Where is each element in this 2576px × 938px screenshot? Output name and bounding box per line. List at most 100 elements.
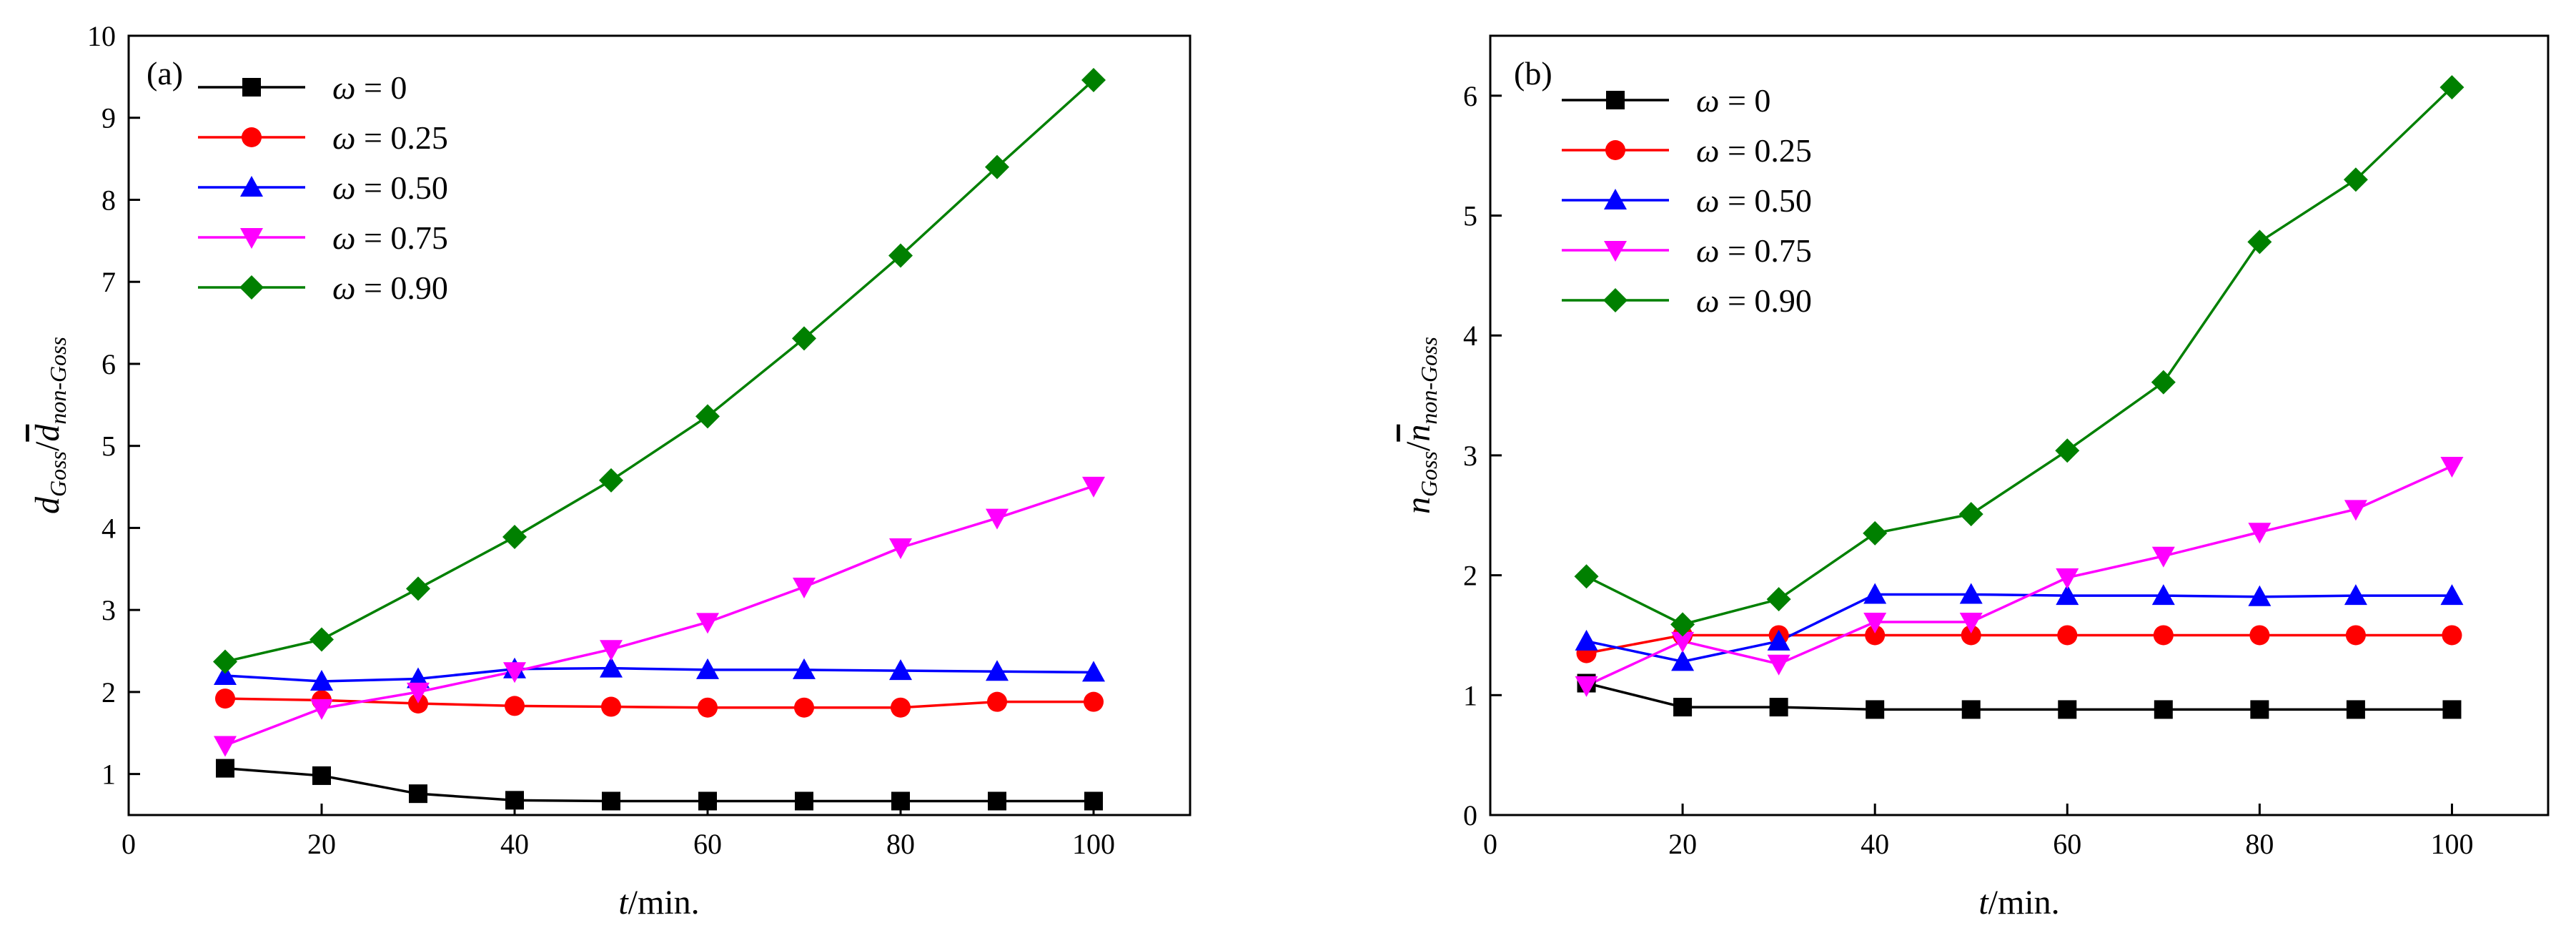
y-axis-title: nGoss/nnon-Goss bbox=[1400, 337, 1442, 514]
data-point bbox=[1769, 698, 1788, 717]
y-tick-label: 6 bbox=[101, 348, 116, 380]
data-point bbox=[1767, 629, 1790, 651]
legend-marker bbox=[240, 228, 263, 249]
data-point bbox=[2343, 167, 2368, 192]
data-point bbox=[986, 508, 1009, 530]
x-tick-label: 20 bbox=[1668, 828, 1697, 860]
legend-marker bbox=[1604, 241, 1627, 262]
data-point bbox=[695, 404, 720, 429]
legend-label: ω = 0.75 bbox=[1696, 232, 1812, 269]
data-point bbox=[1082, 661, 1105, 682]
y-tick-label: 3 bbox=[1463, 440, 1477, 472]
series-line-3 bbox=[224, 485, 1094, 747]
data-point bbox=[216, 759, 234, 778]
legend-label: ω = 0.90 bbox=[1696, 282, 1812, 319]
y-tick-label: 9 bbox=[101, 102, 116, 134]
data-point bbox=[2442, 700, 2462, 719]
data-point bbox=[1767, 654, 1790, 676]
data-point bbox=[2439, 75, 2464, 100]
series-line-2 bbox=[1586, 593, 2452, 663]
data-point bbox=[1082, 476, 1105, 498]
series-line-3 bbox=[1585, 465, 2453, 687]
legend-marker bbox=[1603, 288, 1628, 312]
legend-marker bbox=[239, 275, 264, 300]
legend-marker bbox=[242, 78, 261, 97]
legend: ω = 0 ω = 0.25 ω = 0.50 ω = 0.75 ω = 0.90 bbox=[198, 69, 448, 306]
data-point bbox=[1766, 587, 1791, 612]
chart-panel-b: 0 20 40 60 80 100 0 1 2 3 4 5 6 ω = 0 ω = 0.25 ω = 0.… bbox=[1400, 34, 2550, 922]
series-markers bbox=[1574, 75, 2464, 719]
legend: ω = 0 ω = 0.25 ω = 0.50 ω = 0.75 ω = 0.90 bbox=[1562, 82, 1812, 319]
x-tick-label: 80 bbox=[2245, 828, 2274, 860]
data-point bbox=[214, 663, 237, 685]
x-tick-label: 100 bbox=[2430, 828, 2473, 860]
plot-area-frame bbox=[1489, 34, 2550, 816]
series-line-2 bbox=[224, 666, 1094, 683]
y-axis-ticks: 0 1 2 3 4 5 6 bbox=[1463, 80, 1502, 831]
data-point bbox=[891, 697, 911, 718]
legend-entry: ω = 0.50 bbox=[198, 169, 448, 206]
data-point bbox=[2442, 625, 2462, 646]
legend-label: ω = 0 bbox=[1696, 82, 1770, 119]
y-tick-label: 5 bbox=[101, 430, 116, 463]
data-point bbox=[696, 658, 719, 679]
data-point bbox=[2247, 229, 2272, 255]
y-tick-label: 1 bbox=[1463, 679, 1477, 711]
data-point bbox=[792, 326, 816, 351]
data-point bbox=[1959, 583, 1983, 604]
data-point bbox=[2440, 584, 2464, 606]
data-point bbox=[1865, 625, 1886, 646]
data-point bbox=[310, 669, 333, 691]
data-point bbox=[1961, 700, 1981, 719]
legend-label: ω = 0.50 bbox=[1696, 182, 1812, 219]
y-tick-label: 5 bbox=[1463, 200, 1477, 232]
legend-entry: ω = 0.75 bbox=[1562, 232, 1812, 269]
data-point bbox=[1959, 613, 1983, 634]
data-point bbox=[2440, 457, 2464, 478]
data-point bbox=[793, 658, 816, 679]
data-point bbox=[600, 656, 623, 678]
legend-marker bbox=[1604, 189, 1627, 209]
data-point bbox=[1866, 700, 1885, 719]
legend-entry: ω = 0.90 bbox=[198, 270, 448, 306]
data-point bbox=[503, 662, 526, 683]
y-axis-ticks: 1 2 3 4 5 6 7 8 9 10 bbox=[87, 20, 140, 791]
series-line-0 bbox=[1586, 681, 2452, 711]
data-point bbox=[406, 576, 430, 601]
data-point bbox=[988, 791, 1006, 811]
data-point bbox=[502, 525, 527, 550]
data-point bbox=[888, 243, 913, 268]
plot-area-frame bbox=[127, 34, 1192, 816]
series-line-4 bbox=[224, 79, 1095, 663]
series-line-0 bbox=[224, 766, 1094, 803]
data-point bbox=[986, 660, 1009, 681]
series-lines bbox=[1585, 86, 2453, 711]
x-tick-label: 0 bbox=[122, 828, 136, 860]
data-point bbox=[215, 688, 235, 709]
series-line-4 bbox=[1585, 86, 2453, 626]
legend-entry: ω = 0.25 bbox=[198, 119, 448, 156]
y-tick-label: 4 bbox=[1463, 320, 1477, 352]
series-line-1 bbox=[224, 697, 1094, 709]
y-tick-label: 10 bbox=[87, 20, 116, 52]
data-point bbox=[889, 538, 912, 559]
x-tick-label: 0 bbox=[1483, 828, 1497, 860]
y-tick-label: 7 bbox=[101, 266, 116, 298]
data-point bbox=[698, 791, 717, 811]
series-line-1 bbox=[1586, 633, 2452, 655]
legend-label: ω = 0.50 bbox=[332, 169, 448, 206]
data-point bbox=[602, 791, 620, 811]
data-point bbox=[1670, 612, 1695, 637]
x-tick-label: 60 bbox=[2053, 828, 2081, 860]
data-point bbox=[2346, 700, 2365, 719]
data-point bbox=[2057, 625, 2078, 646]
data-point bbox=[213, 649, 237, 674]
x-tick-label: 100 bbox=[1072, 828, 1115, 860]
data-point bbox=[2344, 584, 2367, 606]
data-point bbox=[1863, 520, 1888, 545]
x-axis-ticks: 0 20 40 60 80 100 bbox=[1483, 804, 2473, 860]
legend-marker bbox=[1605, 140, 1625, 160]
legend-marker bbox=[240, 176, 263, 197]
data-point bbox=[2249, 625, 2270, 646]
